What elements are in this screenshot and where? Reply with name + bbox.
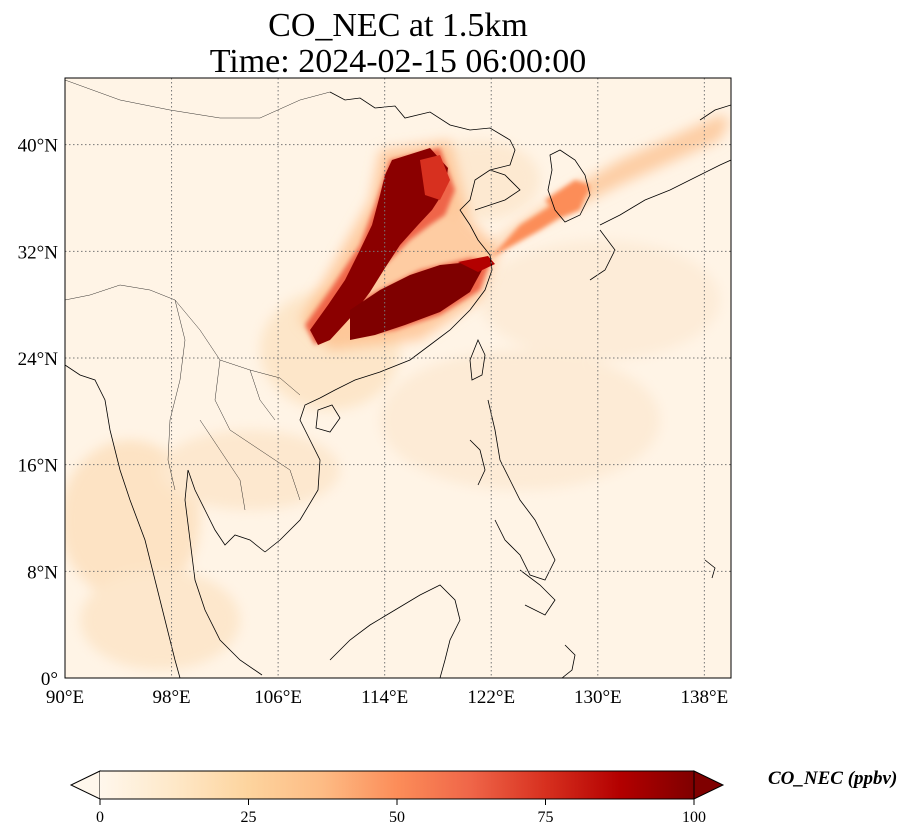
lon-tick-label: 130°E bbox=[574, 687, 622, 708]
lon-tick-label: 138°E bbox=[681, 687, 729, 708]
gridlines bbox=[65, 78, 731, 678]
lon-tick-label: 114°E bbox=[361, 687, 408, 708]
colorbar-extend-min bbox=[69, 770, 101, 800]
lon-tick-label: 98°E bbox=[152, 687, 190, 708]
colorbar-tick-label: 0 bbox=[96, 809, 104, 826]
colorbar-tick-label: 50 bbox=[389, 809, 405, 826]
colorbar-tick-label: 25 bbox=[241, 809, 257, 826]
colorbar-extend-max bbox=[693, 770, 725, 800]
colorbar-tick-label: 100 bbox=[682, 809, 706, 826]
lon-tick-label: 122°E bbox=[467, 687, 515, 708]
latitude-axis: 0° 8°N 16°N 24°N 32°N 40°N bbox=[18, 136, 59, 690]
map-title: CO_NEC at 1.5km bbox=[268, 7, 528, 44]
co-plume bbox=[300, 115, 730, 350]
lat-tick-label: 24°N bbox=[18, 349, 59, 370]
colorbar: 0 25 50 75 100 bbox=[69, 770, 725, 826]
longitude-axis: 90°E 98°E 106°E 114°E 122°E 130°E 138°E bbox=[46, 687, 728, 708]
lat-tick-label: 8°N bbox=[27, 562, 58, 583]
colorbar-tick-label: 75 bbox=[538, 809, 554, 826]
colorbar-gradient bbox=[100, 771, 694, 799]
lat-tick-label: 40°N bbox=[18, 136, 59, 157]
map-subtitle-time: Time: 2024-02-15 06:00:00 bbox=[209, 43, 587, 80]
lon-tick-label: 106°E bbox=[254, 687, 302, 708]
plot-frame bbox=[64, 77, 732, 679]
lat-tick-label: 32°N bbox=[18, 242, 59, 263]
lat-tick-label: 16°N bbox=[18, 456, 59, 477]
lat-tick-label: 0° bbox=[41, 669, 58, 690]
coastlines bbox=[65, 91, 731, 678]
colorbar-label: CO_NEC (ppbv) bbox=[768, 768, 898, 789]
lon-tick-label: 90°E bbox=[46, 687, 84, 708]
